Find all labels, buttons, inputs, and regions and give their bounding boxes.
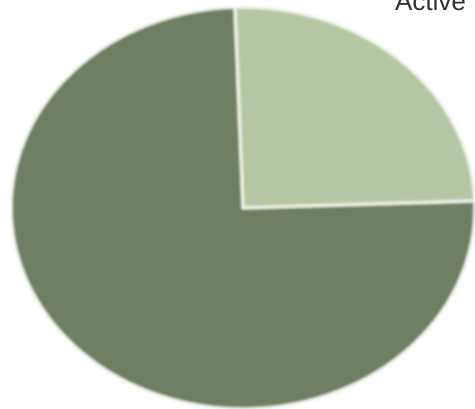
pie-slice-other-1	[9, 5, 475, 409]
slice-label-active: Active	[395, 0, 466, 16]
pie-slice-active	[233, 5, 475, 210]
